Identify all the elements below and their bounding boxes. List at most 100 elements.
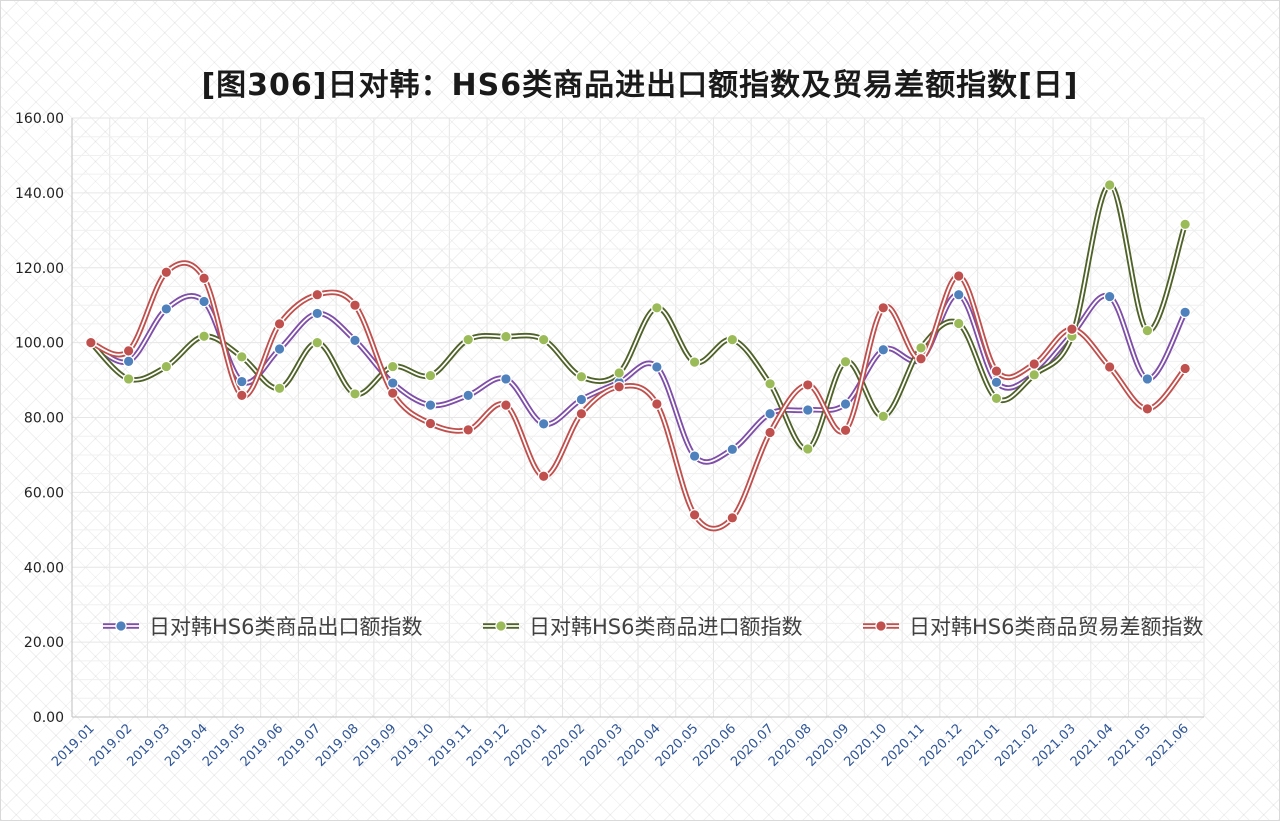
series-2-point [688, 356, 701, 368]
series-1-point [1179, 306, 1191, 319]
series-3-point [764, 426, 776, 439]
series-3-point [1179, 362, 1191, 375]
series-3-point [651, 398, 663, 410]
series-2-point [236, 351, 248, 363]
series-2-point [952, 317, 965, 330]
series-3-point [424, 417, 437, 430]
series-3-point [537, 470, 550, 483]
series-2-point [915, 342, 927, 354]
series-1-point [1141, 373, 1154, 385]
series-3-point [915, 352, 927, 365]
series-2-point [537, 333, 550, 346]
series-1-point [726, 443, 739, 456]
series-3-point [122, 345, 135, 357]
series-3-point [688, 509, 701, 521]
series-1-point [386, 377, 399, 389]
series-3-point [839, 424, 852, 437]
series-1-point [500, 373, 512, 385]
y-tick-label: 0.00 [33, 710, 64, 726]
series-3-point [613, 381, 625, 393]
series-2-point [651, 302, 663, 314]
series-2-point [990, 392, 1003, 405]
series-1-point [424, 399, 437, 411]
series-2-point [1028, 369, 1040, 381]
y-tick-label: 60.00 [24, 485, 64, 501]
y-tick-label: 40.00 [24, 560, 64, 576]
series-1-point [688, 450, 701, 462]
series-1-point [764, 407, 776, 420]
series-3-point [1028, 358, 1040, 370]
series-3-point [877, 302, 890, 314]
series-2-point [726, 333, 739, 346]
series-2-point [1141, 324, 1154, 337]
series-3-point [85, 336, 97, 349]
series-3-point [1066, 323, 1078, 335]
series-3-point [952, 270, 965, 282]
series-1-point [462, 389, 474, 402]
series-3-point [801, 379, 814, 391]
legend-marker-3 [875, 620, 887, 632]
series-1-point [877, 343, 890, 356]
series-2-point [198, 330, 210, 343]
y-tick-label: 80.00 [24, 411, 64, 427]
series-1-point [198, 295, 210, 308]
series-1-point [651, 361, 663, 373]
legend-label-1: 日对韩HS6类商品出口额指数 [149, 615, 422, 639]
y-tick-label: 100.00 [15, 336, 64, 352]
series-2-point [877, 410, 890, 423]
legend-label-2: 日对韩HS6类商品进口额指数 [529, 615, 802, 639]
series-2-point [349, 388, 361, 400]
series-3-point [575, 407, 588, 420]
series-3-point [462, 424, 474, 436]
y-tick-label: 120.00 [15, 261, 64, 277]
series-2-point [273, 382, 286, 395]
series-2-point [500, 330, 512, 343]
series-1-point [575, 393, 588, 406]
series-2-point [575, 370, 588, 383]
series-1-point [349, 334, 361, 347]
series-3-point [990, 365, 1003, 377]
series-2-point [160, 360, 173, 373]
series-2-point [311, 336, 324, 349]
series-2-point [764, 378, 776, 390]
series-2-point [1179, 218, 1191, 231]
series-2-point [386, 360, 399, 373]
series-3-point [236, 389, 248, 402]
series-3-point [726, 512, 739, 524]
y-tick-label: 140.00 [15, 186, 64, 202]
y-tick-label: 20.00 [24, 635, 64, 651]
series-3-point [1141, 403, 1154, 415]
series-3-point [273, 318, 286, 330]
legend-marker-1 [115, 620, 127, 632]
series-2-point [122, 373, 135, 385]
series-2-point [801, 443, 814, 455]
series-3-point [311, 288, 324, 301]
series-2-point [462, 333, 474, 346]
series-2-point [839, 355, 852, 368]
series-3-point [198, 272, 210, 285]
legend-marker-2 [495, 620, 507, 632]
series-1-point [160, 303, 173, 315]
series-2-point [613, 367, 625, 379]
series-1-point [952, 288, 965, 301]
series-3-point [349, 299, 361, 311]
series-1-point [537, 418, 550, 430]
series-1-point [122, 355, 135, 368]
series-2-point [424, 369, 437, 382]
series-1-point [801, 404, 814, 416]
legend-label-3: 日对韩HS6类商品贸易差额指数 [909, 615, 1203, 639]
series-1-point [990, 376, 1003, 389]
series-1-point [273, 343, 286, 355]
chart-title: [图306]日对韩：HS6类商品进出口额指数及贸易差额指数[日] [201, 68, 1079, 103]
series-3-point [1103, 361, 1116, 373]
series-1-point [1103, 290, 1116, 303]
series-2-point [1103, 179, 1116, 191]
series-1-point [311, 307, 324, 320]
y-tick-label: 160.00 [15, 111, 64, 127]
series-3-point [160, 266, 173, 279]
series-1-point [236, 375, 248, 388]
series-3-point [500, 399, 512, 411]
series-3-point [386, 387, 399, 399]
